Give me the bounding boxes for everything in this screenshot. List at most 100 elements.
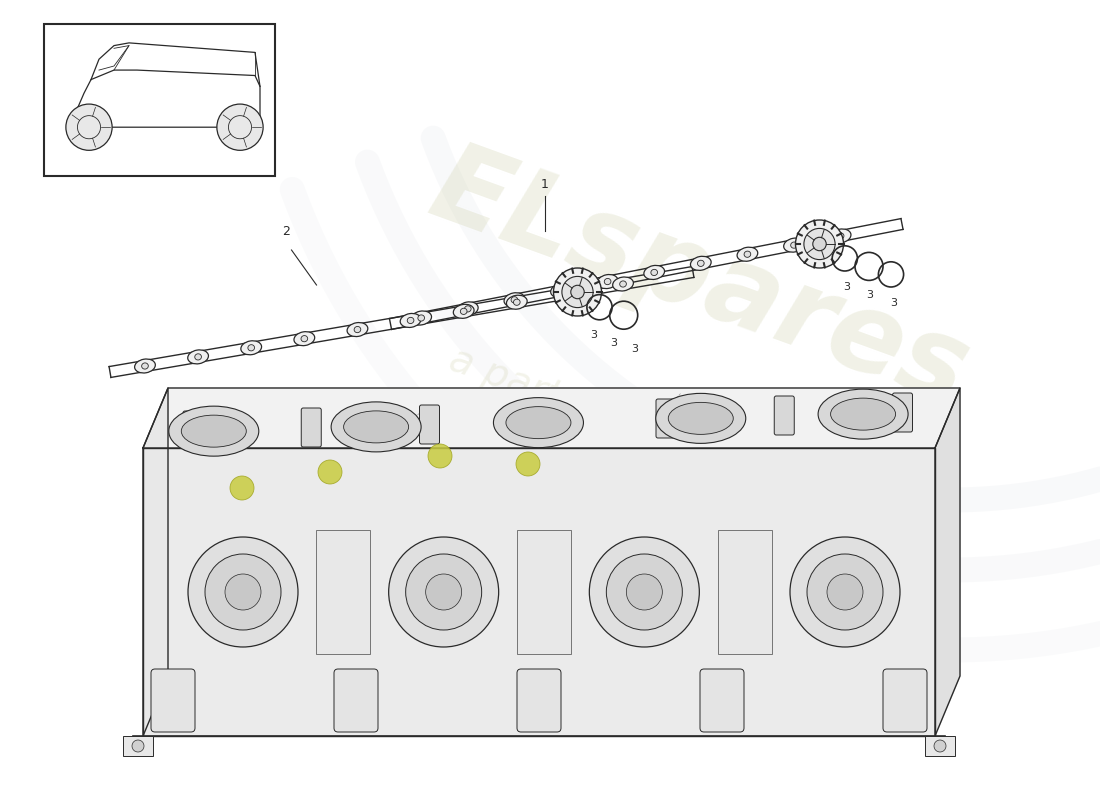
Ellipse shape [744,251,750,258]
Circle shape [230,476,254,500]
Ellipse shape [331,402,421,452]
Circle shape [188,537,298,647]
Circle shape [790,537,900,647]
FancyBboxPatch shape [717,530,772,654]
Text: ELspares: ELspares [417,134,983,426]
Ellipse shape [651,270,658,275]
Ellipse shape [604,278,611,285]
FancyBboxPatch shape [183,411,204,450]
Ellipse shape [494,398,583,448]
Ellipse shape [669,402,734,434]
Text: 3: 3 [844,282,850,292]
Ellipse shape [182,415,246,447]
Polygon shape [143,388,960,448]
Ellipse shape [830,398,895,430]
Circle shape [562,276,593,308]
Circle shape [226,574,261,610]
Ellipse shape [343,411,408,443]
Ellipse shape [142,363,148,369]
Circle shape [318,460,342,484]
Circle shape [813,238,826,250]
Circle shape [426,574,462,610]
Text: 3: 3 [631,344,638,354]
Text: 1: 1 [540,178,549,191]
Ellipse shape [558,287,564,294]
Ellipse shape [241,341,262,354]
Ellipse shape [737,247,758,262]
Ellipse shape [514,299,520,306]
Ellipse shape [619,281,626,287]
Ellipse shape [697,260,704,266]
Ellipse shape [512,297,518,303]
FancyBboxPatch shape [517,669,561,732]
FancyBboxPatch shape [334,669,378,732]
Ellipse shape [791,242,798,248]
Ellipse shape [348,322,367,337]
FancyBboxPatch shape [892,393,913,432]
Circle shape [804,229,835,259]
Ellipse shape [644,266,664,279]
Polygon shape [935,388,960,736]
Ellipse shape [195,354,201,360]
Circle shape [571,286,584,298]
Ellipse shape [453,304,474,318]
FancyBboxPatch shape [317,530,371,654]
Text: 3: 3 [591,330,597,341]
Ellipse shape [464,306,471,312]
Text: 3: 3 [610,338,617,347]
Bar [123,736,153,756]
Text: 3: 3 [890,298,896,308]
Ellipse shape [656,394,746,443]
Ellipse shape [188,350,209,364]
Ellipse shape [830,229,851,243]
Circle shape [590,537,700,647]
Text: 2: 2 [283,225,290,238]
Ellipse shape [504,293,525,307]
Ellipse shape [818,389,909,439]
Bar [925,736,955,756]
Ellipse shape [400,314,421,327]
Ellipse shape [691,256,712,270]
Ellipse shape [458,302,478,316]
Circle shape [827,574,864,610]
Ellipse shape [613,277,634,291]
Circle shape [428,444,452,468]
FancyBboxPatch shape [656,399,676,438]
Circle shape [795,220,844,268]
Circle shape [205,554,280,630]
FancyBboxPatch shape [538,402,558,441]
FancyBboxPatch shape [700,669,744,732]
Ellipse shape [783,238,804,252]
FancyBboxPatch shape [774,396,794,435]
FancyBboxPatch shape [301,408,321,447]
FancyBboxPatch shape [151,669,195,732]
Ellipse shape [560,286,581,300]
Ellipse shape [837,233,844,239]
Polygon shape [143,448,935,736]
Ellipse shape [354,326,361,333]
Circle shape [516,452,540,476]
Ellipse shape [566,290,573,296]
Circle shape [132,740,144,752]
Ellipse shape [407,318,414,323]
Polygon shape [143,388,168,736]
Ellipse shape [248,345,254,351]
Ellipse shape [506,406,571,438]
Ellipse shape [294,332,315,346]
Circle shape [807,554,883,630]
Bar [44,24,275,176]
Ellipse shape [460,308,467,314]
Circle shape [934,740,946,752]
Ellipse shape [410,311,431,325]
Text: 3: 3 [867,290,873,300]
FancyBboxPatch shape [517,530,571,654]
Ellipse shape [551,284,571,298]
Circle shape [606,554,682,630]
Ellipse shape [418,315,425,321]
Ellipse shape [597,274,618,289]
FancyBboxPatch shape [883,669,927,732]
Ellipse shape [506,295,527,310]
Ellipse shape [168,406,258,456]
Text: a parts since 1985: a parts since 1985 [444,341,796,499]
Circle shape [66,104,112,150]
